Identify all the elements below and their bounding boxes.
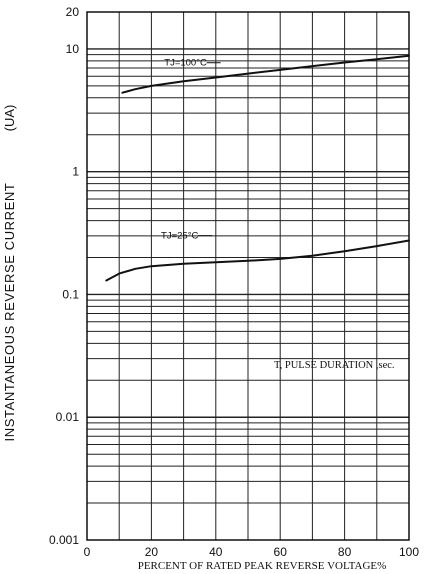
x-axis-label: PERCENT OF RATED PEAK REVERSE VOLTAGE% <box>138 560 387 572</box>
x-tick-label: 80 <box>338 545 352 559</box>
x-tick-label: 40 <box>209 545 223 559</box>
series-line-tj100 <box>121 54 410 94</box>
x-tick-label: 20 <box>145 545 159 559</box>
pulse-duration-annotation: T, PULSE DURATION ,sec. <box>274 360 395 371</box>
x-tick-label: 100 <box>399 545 419 559</box>
y-tick-label: 20 <box>66 5 80 19</box>
series-line-tj25 <box>105 239 410 282</box>
series-label-tj25: TJ=25°C <box>161 231 198 242</box>
plot-frame <box>86 11 410 541</box>
y-axis-label: INSTANTANEOUS REVERSE CURRENT <box>2 183 17 442</box>
y-axis-unit-label: (UA) <box>2 105 17 132</box>
x-tick-label: 0 <box>84 545 91 559</box>
x-tick-label: 60 <box>274 545 288 559</box>
y-tick-label: 10 <box>66 42 80 56</box>
grid <box>87 12 409 540</box>
y-tick-label: 0.1 <box>62 287 79 301</box>
series-label-tj100: TJ=100°C <box>164 58 207 69</box>
tick-labels: 0 20 40 60 80 100 0.001 0.01 0.1 1 10 20 <box>49 5 419 559</box>
y-tick-label: 1 <box>72 165 79 179</box>
y-tick-label: 0.01 <box>56 410 80 424</box>
series-group: TJ=100°C TJ=25°C <box>105 54 410 282</box>
y-tick-label: 0.001 <box>49 533 79 547</box>
